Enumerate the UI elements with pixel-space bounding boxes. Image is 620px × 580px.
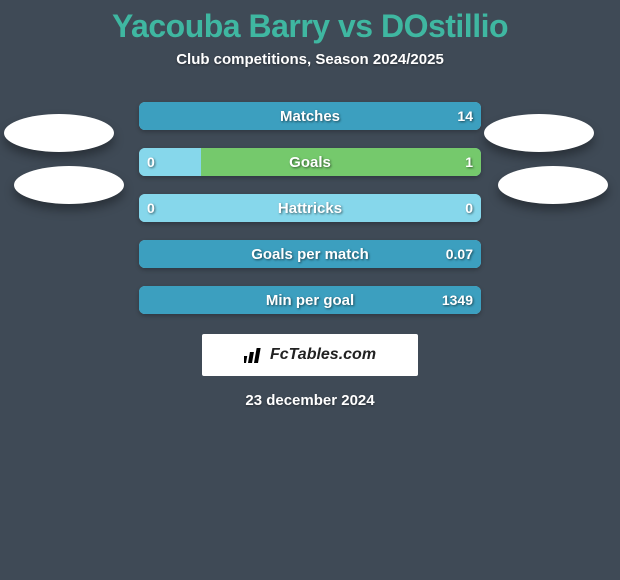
- stat-bar: Matches14: [139, 102, 481, 130]
- page-subtitle: Club competitions, Season 2024/2025: [0, 51, 620, 68]
- attribution-text: FcTables.com: [270, 346, 376, 364]
- comparison-bars: Matches14 Goals01 Hattricks00 Goals per mat…: [139, 102, 481, 332]
- stat-bar: Goals per match0.07: [139, 240, 481, 268]
- stat-bar-right-fill: [139, 240, 481, 268]
- bar-chart-icon: [244, 346, 266, 364]
- stat-bar-left-fill: [139, 148, 201, 176]
- generation-date: 23 december 2024: [0, 392, 620, 409]
- stat-bar: Min per goal1349: [139, 286, 481, 314]
- stat-bar-right-fill: [139, 286, 481, 314]
- stats-zone: Matches14 Goals01 Hattricks00 Goals per mat…: [0, 102, 620, 322]
- stat-bar-right-fill: [139, 102, 481, 130]
- stat-bar-right-fill: [201, 148, 481, 176]
- attribution-box: FcTables.com: [202, 334, 418, 376]
- left-player-orb: [4, 114, 114, 152]
- stat-bar-left-fill: [139, 194, 481, 222]
- stat-bar: Hattricks00: [139, 194, 481, 222]
- page-title: Yacouba Barry vs DOstillio: [0, 0, 620, 45]
- page-root: Yacouba Barry vs DOstillio Club competit…: [0, 0, 620, 580]
- right-player-orb: [484, 114, 594, 152]
- left-player-orb: [14, 166, 124, 204]
- stat-bar: Goals01: [139, 148, 481, 176]
- right-player-orb: [498, 166, 608, 204]
